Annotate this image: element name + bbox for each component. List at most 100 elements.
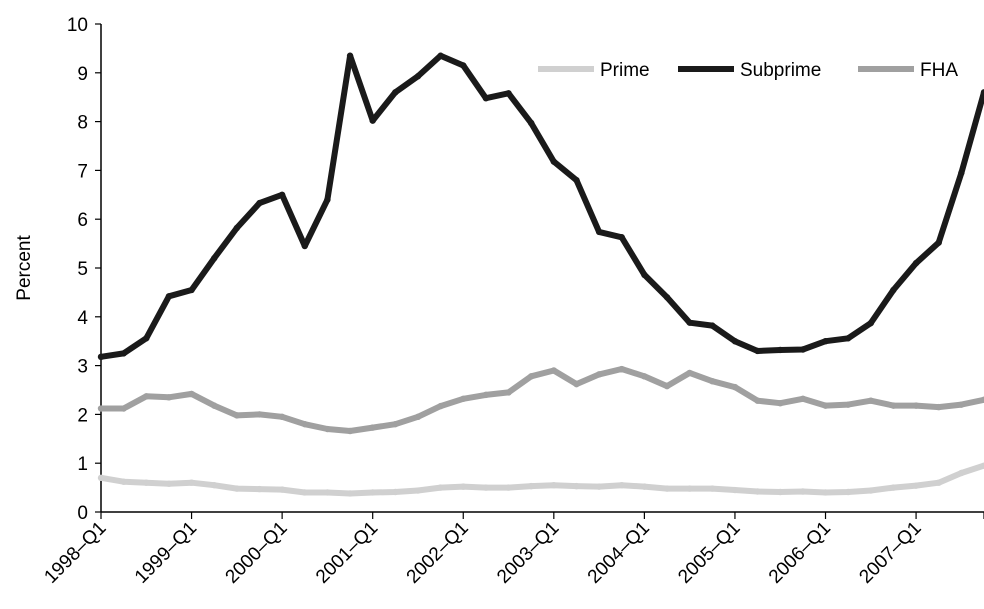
- data-point-fha: [844, 401, 852, 408]
- data-point-fha: [188, 390, 195, 398]
- data-point-subprime: [460, 62, 467, 69]
- data-point-fha: [731, 383, 739, 391]
- data-point-prime: [256, 485, 263, 493]
- data-point-fha: [120, 405, 127, 412]
- data-point-subprime: [165, 293, 173, 300]
- data-point-prime: [188, 479, 195, 486]
- x-tick-label: 2005–Q1: [674, 518, 744, 588]
- data-point-prime: [301, 489, 308, 496]
- data-point-subprime: [958, 169, 965, 177]
- y-tick-label: 2: [77, 405, 88, 426]
- data-point-subprime: [822, 338, 829, 345]
- data-point-fha: [550, 367, 558, 374]
- data-point-prime: [460, 483, 467, 490]
- y-tick-label: 5: [77, 259, 88, 280]
- x-tick-label: 2000–Q1: [222, 518, 292, 588]
- data-point-subprime: [392, 89, 399, 96]
- series-line-fha: [101, 366, 984, 434]
- data-point-fha: [211, 402, 218, 409]
- series-layer: [97, 52, 984, 497]
- data-point-prime: [527, 482, 535, 490]
- series-line-subprime: [100, 52, 984, 360]
- y-axis-title: Percent: [14, 235, 35, 301]
- data-point-subprime: [777, 346, 784, 354]
- data-point-subprime: [301, 242, 308, 250]
- data-point-subprime: [663, 294, 671, 301]
- data-point-prime: [482, 484, 490, 491]
- data-point-prime: [233, 485, 241, 492]
- data-point-prime: [958, 469, 965, 477]
- x-tick-label: 1998–Q1: [40, 518, 110, 588]
- y-tick-label: 9: [77, 64, 88, 85]
- data-point-fha: [143, 393, 150, 400]
- data-point-fha: [460, 395, 467, 402]
- data-point-subprime: [369, 117, 376, 124]
- data-point-subprime: [912, 259, 920, 267]
- data-point-fha: [369, 424, 376, 431]
- data-point-subprime: [618, 234, 625, 241]
- data-point-fha: [527, 373, 535, 380]
- y-tick-label: 6: [77, 210, 88, 231]
- data-point-prime: [97, 474, 105, 482]
- legend-label-prime: Prime: [600, 60, 650, 81]
- y-tick-label: 4: [77, 308, 88, 329]
- data-point-fha: [777, 399, 784, 407]
- data-point-prime: [437, 484, 444, 491]
- data-point-fha: [754, 397, 761, 404]
- data-point-fha: [505, 389, 512, 396]
- data-point-fha: [867, 397, 874, 404]
- x-tick-label: 2002–Q1: [403, 518, 473, 588]
- data-point-prime: [278, 486, 286, 493]
- data-point-fha: [958, 401, 965, 408]
- data-point-subprime: [844, 335, 852, 342]
- data-point-subprime: [482, 94, 490, 102]
- x-tick-label: 2001–Q1: [312, 518, 382, 588]
- data-point-fha: [980, 396, 984, 403]
- data-point-prime: [392, 488, 399, 496]
- y-tick-label: 3: [77, 357, 88, 378]
- data-point-fha: [482, 391, 490, 399]
- data-point-prime: [505, 484, 512, 491]
- data-point-subprime: [799, 346, 807, 353]
- data-point-prime: [935, 479, 942, 486]
- data-point-prime: [822, 489, 829, 496]
- data-point-subprime: [233, 224, 241, 232]
- data-point-prime: [550, 481, 558, 489]
- data-point-fha: [595, 371, 603, 378]
- data-point-subprime: [414, 73, 422, 80]
- data-point-prime: [618, 481, 625, 489]
- data-point-prime: [573, 482, 580, 490]
- data-point-fha: [663, 382, 671, 390]
- data-point-subprime: [731, 338, 739, 345]
- data-point-prime: [663, 485, 671, 492]
- data-point-fha: [165, 394, 173, 401]
- x-tick-label: 2007–Q1: [855, 518, 925, 588]
- data-point-prime: [980, 462, 984, 469]
- x-tick-label: 2003–Q1: [493, 518, 563, 588]
- data-point-prime: [799, 488, 807, 495]
- data-point-fha: [437, 402, 444, 410]
- data-point-fha: [97, 405, 105, 412]
- data-point-subprime: [324, 196, 331, 203]
- data-point-subprime: [188, 286, 195, 294]
- data-point-prime: [211, 481, 218, 489]
- data-point-prime: [731, 486, 739, 494]
- data-point-prime: [709, 485, 716, 492]
- data-point-prime: [120, 478, 127, 485]
- data-point-fha: [573, 380, 580, 388]
- legend-label-fha: FHA: [920, 60, 958, 81]
- data-point-prime: [890, 484, 897, 491]
- data-point-fha: [414, 413, 422, 421]
- data-point-prime: [777, 488, 784, 496]
- legend: Prime Subprime FHA: [538, 60, 958, 81]
- data-point-subprime: [97, 353, 105, 361]
- data-point-fha: [618, 365, 625, 373]
- y-tick-label: 1: [77, 454, 88, 475]
- y-tick-label: 0: [77, 503, 88, 524]
- data-point-fha: [935, 403, 942, 411]
- data-point-prime: [165, 480, 173, 487]
- data-point-subprime: [346, 52, 354, 59]
- data-point-prime: [912, 482, 920, 489]
- data-point-prime: [867, 487, 874, 494]
